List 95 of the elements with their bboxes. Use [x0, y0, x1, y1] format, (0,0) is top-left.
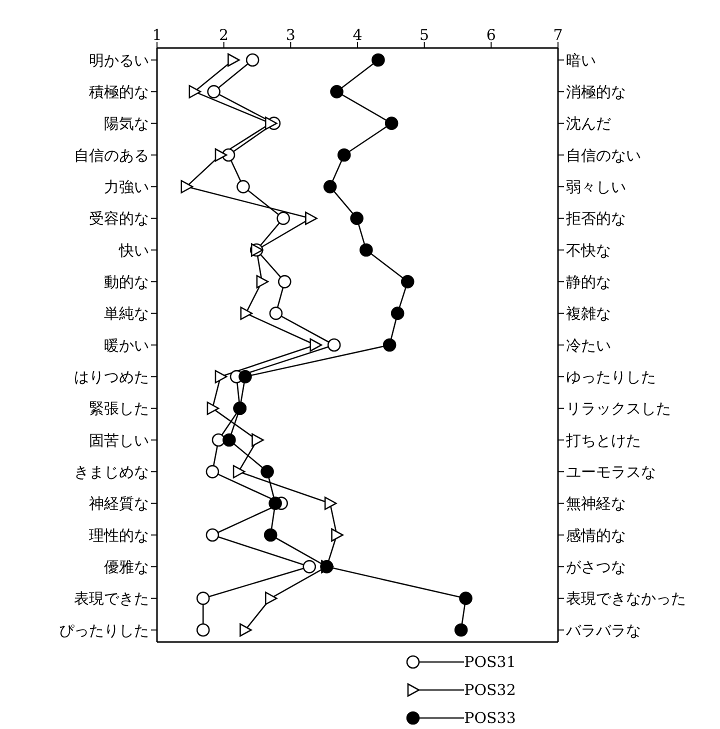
point: [207, 85, 220, 98]
y2-tick-label: 静的な: [566, 272, 611, 291]
y2-tick-label: 無神経な: [566, 494, 626, 513]
point: [206, 528, 220, 542]
point: [278, 275, 292, 288]
y-tick-label: 陽気な: [104, 114, 149, 133]
y2-tick-label: 不快な: [566, 241, 611, 260]
y2-tick-label: リラックスした: [566, 400, 671, 418]
y-tick-label: 表現できた: [74, 590, 149, 608]
y2-tick-label: 沈んだ: [566, 114, 611, 133]
point: [256, 275, 269, 288]
point: [214, 148, 228, 162]
point: [240, 306, 253, 320]
point: [264, 592, 278, 605]
point: [331, 528, 344, 542]
point: [305, 212, 318, 225]
y2-tick-label: 消極的な: [566, 82, 626, 101]
point: [400, 275, 414, 288]
y-tick-label: 明かるい: [89, 51, 149, 70]
point: [196, 623, 210, 637]
y-tick-label: 暖かい: [104, 336, 149, 354]
point: [459, 592, 472, 605]
y2-tick-label: 表現できなかった: [566, 590, 686, 608]
y2-tick-label: バラバラな: [565, 621, 641, 640]
point: [310, 338, 322, 352]
y-tick-label: 神経質な: [89, 494, 149, 513]
point: [327, 338, 341, 352]
y2-tick-label: 複雑な: [566, 304, 611, 323]
point: [384, 116, 398, 130]
y-tick-label: 緊張した: [89, 400, 149, 418]
y-tick-label: 優雅な: [104, 558, 149, 576]
point: [240, 623, 252, 637]
x-tick-label: 4: [352, 26, 362, 44]
y2-tick-label: 拒否的な: [565, 210, 626, 228]
point: [264, 116, 278, 130]
y-tick-label: 快い: [118, 241, 149, 260]
point: [214, 370, 228, 384]
y-tick-label: きまじめな: [74, 462, 149, 481]
y2-tick-label: 感情的な: [566, 526, 626, 544]
point: [382, 338, 396, 352]
y-tick-label: 固苦しい: [89, 431, 149, 450]
y-tick-label: 動的な: [104, 272, 149, 291]
y-tick-label: 単純な: [104, 304, 149, 323]
y-tick-label: はりつめた: [74, 368, 149, 386]
point: [232, 465, 246, 478]
point: [302, 560, 316, 574]
y2-tick-label: 弱々しい: [566, 178, 626, 196]
y-tick-label: 積極的な: [89, 82, 149, 101]
point: [324, 496, 337, 510]
point: [337, 148, 351, 162]
point: [350, 212, 364, 225]
point: [276, 212, 290, 225]
x-tick-label: 5: [420, 26, 430, 44]
point: [260, 465, 274, 478]
point: [330, 85, 344, 98]
point: [372, 53, 385, 67]
point: [360, 243, 373, 257]
x-tick-label: 7: [553, 26, 563, 44]
point: [188, 85, 202, 98]
y2-tick-label: 冷たい: [566, 336, 611, 354]
point: [454, 623, 468, 637]
y-tick-label: 理性的な: [89, 526, 149, 544]
legend-label: POS31: [464, 653, 516, 671]
y2-tick-label: がさつな: [566, 558, 626, 576]
point: [252, 433, 264, 447]
y2-tick-label: ユーモラスな: [566, 462, 656, 481]
point: [228, 53, 240, 67]
legend-label: POS33: [464, 709, 516, 727]
point: [222, 433, 236, 447]
point: [390, 306, 404, 320]
point: [180, 180, 194, 194]
point: [264, 528, 278, 542]
point: [236, 180, 250, 194]
point: [206, 402, 220, 415]
x-tick-label: 1: [152, 26, 162, 44]
legend-label: POS32: [464, 681, 516, 699]
x-tick-label: 2: [219, 26, 229, 44]
y2-tick-label: 自信のない: [566, 146, 641, 164]
y-tick-label: ぴったりした: [59, 621, 149, 640]
y2-tick-label: 打ちとけた: [565, 431, 641, 450]
point: [268, 496, 282, 510]
y-tick-label: 自信のある: [74, 146, 149, 164]
point: [212, 433, 226, 447]
y2-tick-label: 暗い: [566, 51, 596, 70]
point: [269, 306, 283, 320]
x-tick-label: 3: [286, 26, 296, 44]
point: [206, 465, 220, 478]
point: [196, 592, 210, 605]
point: [246, 53, 260, 67]
x-tick-label: 6: [486, 26, 496, 44]
point: [323, 180, 337, 194]
y-tick-label: 受容的な: [89, 210, 149, 228]
y-tick-label: 力強い: [104, 178, 149, 196]
point: [238, 370, 252, 384]
y2-tick-label: ゆったりした: [566, 368, 656, 386]
